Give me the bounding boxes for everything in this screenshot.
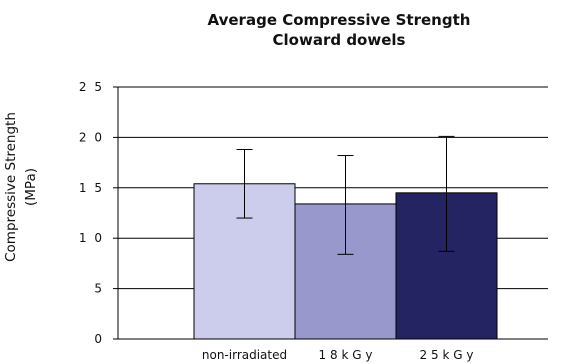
y-tick-label-25: 2 5: [79, 80, 104, 94]
y-tick-label-15: 1 5: [79, 181, 104, 195]
x-tick-label-3: 2 5 k G y: [420, 348, 474, 362]
chart-title-line-1: Average Compressive Strength: [208, 11, 471, 29]
y-axis-label-line-1: Compressive Strength: [3, 112, 19, 262]
y-tick-label-10: 1 0: [79, 231, 104, 245]
y-tick-label-0: 0: [94, 332, 104, 346]
y-tick-label-5: 5: [94, 282, 104, 296]
y-tick-labels: 0 5 1 0 1 5 2 0 2 5: [79, 80, 104, 346]
x-tick-label-1: non-irradiated: [202, 348, 287, 362]
axes: [113, 86, 548, 340]
y-tick-label-20: 2 0: [79, 130, 104, 144]
x-tick-label-2: 1 8 k G y: [319, 348, 373, 362]
error-bars: [236, 135, 455, 255]
x-tick-labels: non-irradiated 1 8 k G y 2 5 k G y: [202, 348, 474, 362]
chart-title-line-2: Cloward dowels: [273, 31, 406, 49]
y-axis-label-line-2: (MPa): [23, 168, 39, 206]
